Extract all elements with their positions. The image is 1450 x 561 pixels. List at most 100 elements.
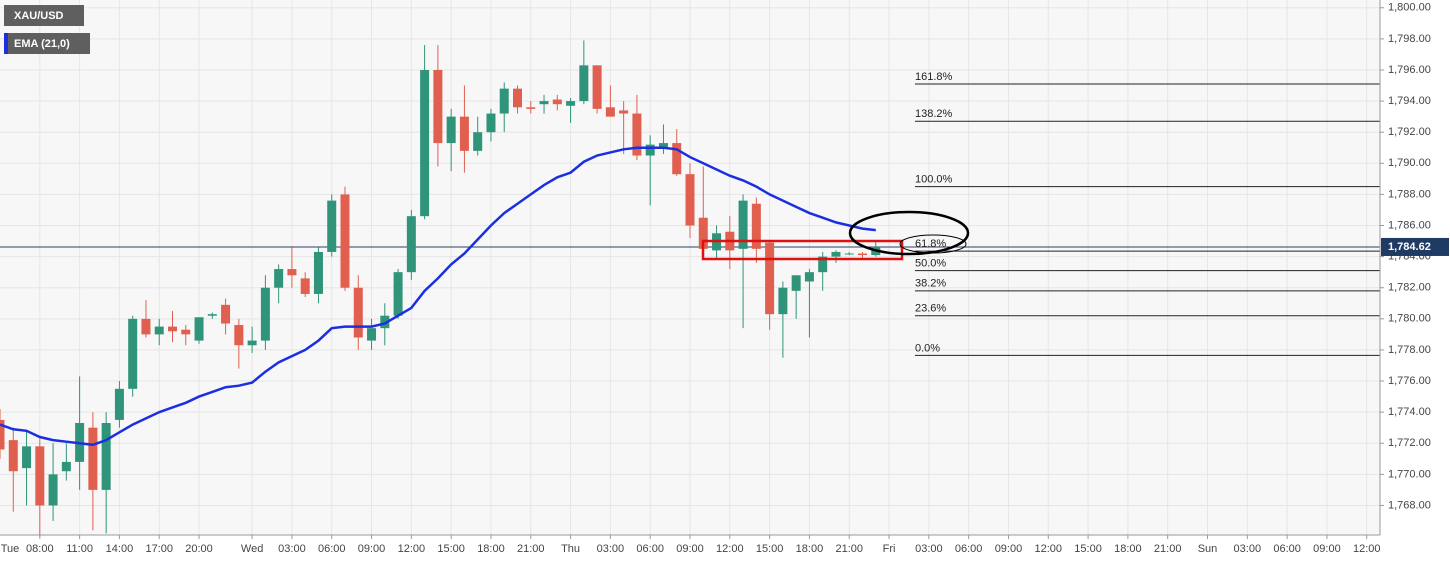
x-tick-label: 12:00 [716, 543, 744, 555]
candle-body [645, 144, 655, 156]
x-tick-label: 18:00 [796, 543, 824, 555]
fib-label: 50.0% [915, 258, 946, 270]
candle-body [234, 325, 244, 346]
candle-body [300, 278, 310, 294]
x-tick-label: 21:00 [517, 543, 545, 555]
x-tick-label: Sun [1198, 543, 1218, 555]
candle-body [327, 200, 337, 252]
candle-body [313, 251, 323, 294]
candle-body [446, 116, 456, 144]
x-tick-label: 06:00 [1273, 543, 1301, 555]
candle-body [605, 107, 615, 117]
candle-body [539, 101, 549, 105]
x-tick-label: 12:00 [398, 543, 426, 555]
candle-body [367, 328, 377, 341]
candle-body [406, 216, 416, 273]
highlight-ellipse [848, 210, 970, 256]
candle-body [592, 65, 602, 109]
candle-body [194, 317, 204, 341]
candle-body [8, 440, 18, 472]
candle-body [459, 116, 469, 151]
y-tick-label: 1,770.00 [1388, 468, 1431, 480]
y-tick-label: 1,772.00 [1388, 437, 1431, 449]
candle-body [672, 143, 682, 175]
x-tick-label: 09:00 [995, 543, 1023, 555]
fib-label: 138.2% [915, 108, 953, 120]
candle-body [486, 113, 496, 133]
x-tick-label: 06:00 [955, 543, 983, 555]
y-tick-label: 1,798.00 [1388, 33, 1431, 45]
y-tick-label: 1,794.00 [1388, 95, 1431, 107]
candle-body [844, 253, 854, 255]
fib-label: 100.0% [915, 174, 953, 186]
fib-label: 0.0% [915, 342, 940, 354]
candle-body [101, 423, 111, 490]
candle-body [48, 474, 58, 506]
x-tick-label: 08:00 [26, 543, 54, 555]
last-price-box [1381, 237, 1449, 256]
x-tick-label: 14:00 [106, 543, 134, 555]
x-tick-label: 12:00 [1035, 543, 1063, 555]
y-tick-label: 1,780.00 [1388, 313, 1431, 325]
candle-body [526, 107, 536, 109]
y-tick-label: 1,774.00 [1388, 406, 1431, 418]
x-tick-label: 09:00 [1313, 543, 1341, 555]
y-tick-label: 1,786.00 [1388, 219, 1431, 231]
legend-swatch [4, 33, 8, 54]
fib-label: 38.2% [915, 278, 946, 290]
candle-body [552, 99, 562, 105]
candle-body [738, 200, 748, 249]
x-tick-label: 15:00 [1074, 543, 1102, 555]
candle-body [168, 326, 177, 332]
fib-label: 23.6% [915, 303, 946, 315]
y-tick-label: 1,792.00 [1388, 126, 1431, 138]
x-tick-label: 09:00 [676, 543, 704, 555]
candle-body [141, 318, 151, 335]
y-tick-label: 1,768.00 [1388, 499, 1431, 511]
candle-body [340, 194, 350, 288]
candle-body [260, 287, 270, 341]
candle-body [221, 304, 231, 324]
candle-body [619, 110, 629, 114]
candle-body [207, 314, 217, 316]
candle-body [473, 132, 483, 151]
x-tick-label: 09:00 [358, 543, 386, 555]
candle-body [247, 340, 257, 346]
x-tick-label: Thu [561, 543, 580, 555]
candle-body [685, 174, 695, 226]
legend-label: XAU/USD [14, 10, 64, 22]
candle-body [499, 88, 509, 114]
x-tick-label: 18:00 [477, 543, 505, 555]
candle-body [513, 88, 522, 108]
y-tick-label: 1,776.00 [1388, 375, 1431, 387]
candle-body [751, 203, 761, 249]
highlight-box [701, 239, 904, 261]
candle-body [804, 272, 814, 282]
candle-body [88, 427, 98, 490]
fib-label: 61.8% [915, 238, 946, 250]
candle-body [658, 143, 668, 148]
candle-body [181, 329, 191, 335]
candle-body [579, 65, 589, 102]
candle-body [632, 113, 642, 156]
candle-body [35, 446, 45, 506]
candle-body [433, 69, 443, 144]
x-tick-label: 12:00 [1353, 543, 1381, 555]
candle-body [380, 315, 390, 329]
y-tick-label: 1,800.00 [1388, 2, 1431, 14]
candle-body [287, 269, 297, 276]
x-tick-label: Fri [883, 543, 896, 555]
x-tick-label: 15:00 [756, 543, 784, 555]
candle-body [566, 101, 576, 106]
candle-body [420, 69, 430, 217]
y-tick-label: 1,778.00 [1388, 344, 1431, 356]
x-tick-label: 03:00 [915, 543, 943, 555]
fib-label: 161.8% [915, 71, 953, 83]
y-tick-label: 1,790.00 [1388, 157, 1431, 169]
legend-box [4, 33, 90, 54]
legend-box [4, 5, 84, 26]
x-tick-label: 03:00 [278, 543, 306, 555]
legend-label: EMA (21,0) [14, 38, 70, 50]
candle-body [114, 388, 124, 420]
